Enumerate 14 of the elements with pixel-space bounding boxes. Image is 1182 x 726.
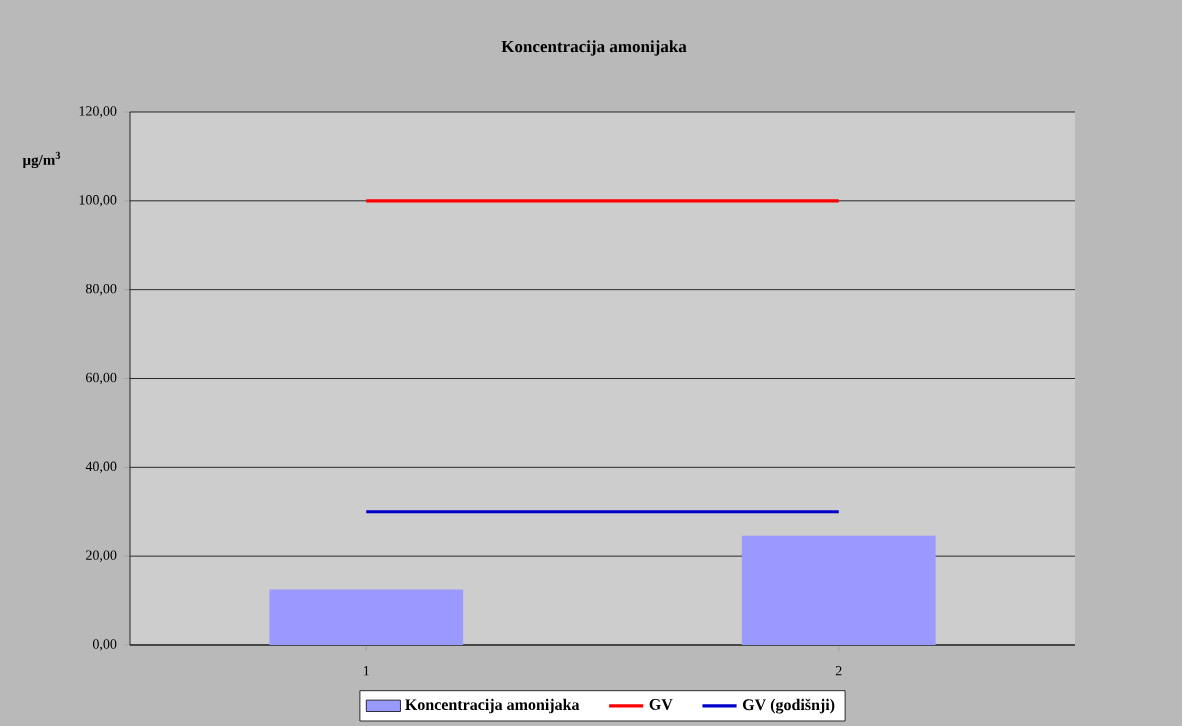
legend-label: Koncentracija amonijaka (405, 698, 580, 714)
x-tick-label: 1 (363, 666, 369, 676)
y-axis-title: µg/m$^{3}$ (22, 151, 61, 169)
chart-title: Koncentracija amonijaka (501, 40, 687, 56)
y-tick-label: 120,00 (79, 106, 117, 118)
y-tick-label: 80,00 (85, 283, 117, 296)
y-tick-label: 20,00 (86, 550, 117, 562)
legend-label: GV (godišnji) (742, 698, 835, 714)
legend-label: GV (649, 699, 673, 710)
y-tick-label: 100,00 (79, 195, 117, 207)
y-tick-label: 60,00 (86, 372, 117, 385)
y-tick-label: 0,00 (92, 639, 117, 651)
y-tick-label: 40,00 (85, 461, 117, 474)
x-tick-label: 2 (835, 666, 842, 676)
